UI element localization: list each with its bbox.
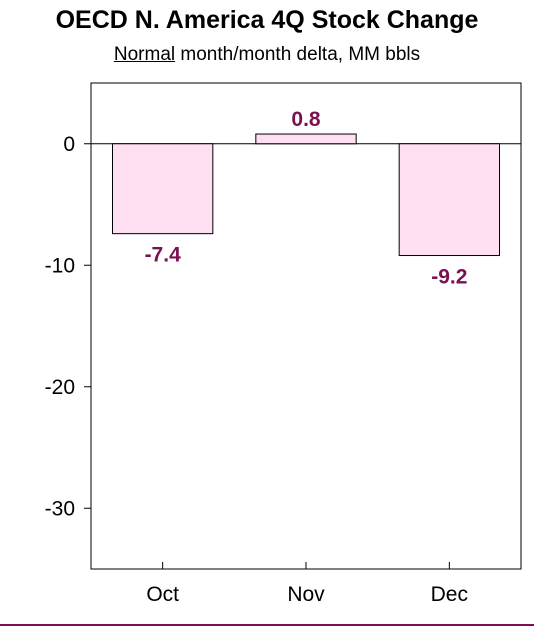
y-tick-label: 0 — [63, 133, 75, 156]
data-label: -7.4 — [145, 244, 182, 267]
data-label: 0.8 — [291, 108, 321, 131]
chart-subtitle: Normal month/month delta, MM bbls — [0, 44, 534, 66]
bar-oct — [112, 143, 214, 235]
y-tick-label: -20 — [45, 376, 75, 399]
bottom-rule — [0, 624, 534, 626]
subtitle-emphasis: Normal — [113, 44, 176, 65]
x-tick-label: Oct — [146, 583, 179, 606]
chart-title: OECD N. America 4Q Stock Change — [55, 6, 479, 34]
y-tick-label: -10 — [45, 254, 75, 277]
x-tick-label: Dec — [431, 583, 468, 606]
bar-nov — [255, 133, 357, 145]
x-tick-label: Nov — [287, 583, 325, 606]
subtitle-text: month/month delta, MM bbls — [175, 44, 421, 65]
data-label: -9.2 — [431, 266, 467, 289]
bar-dec — [398, 143, 500, 257]
y-tick-label: -30 — [45, 497, 75, 520]
